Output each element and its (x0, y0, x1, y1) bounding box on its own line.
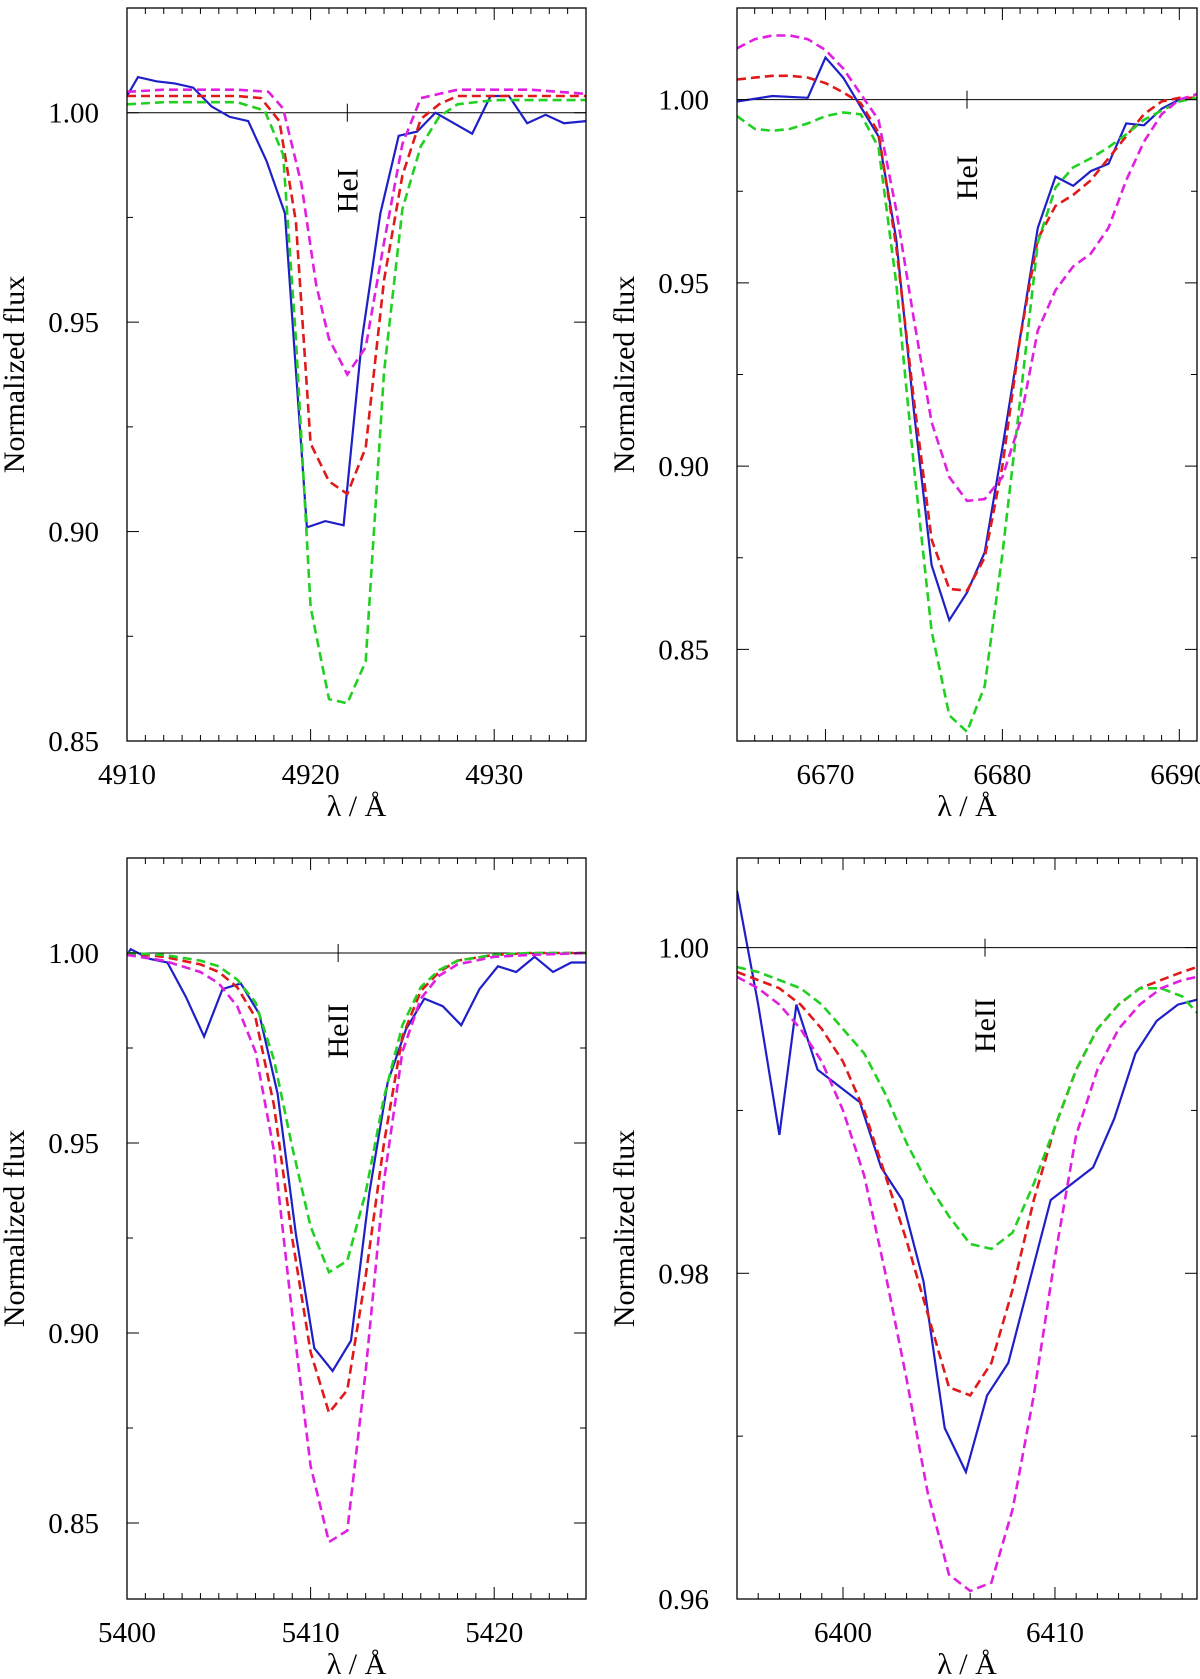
panel-heii-5411: HeII 5400 5410 5420 0.85 0.90 0.95 1.00 λ / Å Nor… (0, 857, 587, 1679)
x-axis-label: λ / Å (937, 1648, 997, 1679)
line-label: HeII (969, 998, 1002, 1053)
series-group (737, 34, 1197, 735)
line-label: HeI (331, 168, 364, 213)
series-observed (127, 947, 586, 1373)
series-model-green (737, 96, 1197, 735)
y-tick-label: 0.98 (658, 1258, 709, 1290)
y-tick-label: 0.90 (48, 517, 99, 549)
x-tick-label: 4920 (282, 759, 340, 791)
series-model-red (127, 94, 586, 496)
plot-frame (736, 7, 1198, 742)
x-axis-label: λ / Å (937, 790, 997, 823)
y-tick-label: 0.85 (48, 726, 99, 758)
y-tick-label: 0.85 (48, 1508, 99, 1540)
y-tick-label: 0.90 (658, 451, 709, 483)
y-tick-label: 0.96 (658, 1584, 709, 1616)
x-axis-label: λ / Å (327, 1648, 387, 1679)
line-label: HeI (951, 155, 984, 200)
x-tick-label: 6680 (973, 759, 1031, 791)
y-tick-label: 0.95 (48, 1128, 99, 1160)
x-axis-label: λ / Å (327, 790, 387, 823)
x-tick-label: 4930 (465, 759, 523, 791)
x-tick-label: 5400 (98, 1617, 156, 1649)
y-tick-label: 0.85 (658, 634, 709, 666)
y-tick-label: 0.95 (658, 268, 709, 300)
y-axis-label: Normalized flux (608, 276, 641, 473)
series-model-magenta (127, 88, 586, 378)
y-tick-label: 1.00 (658, 85, 709, 117)
x-tick-label: 5420 (465, 1617, 523, 1649)
series-group (737, 890, 1197, 1593)
series-group (127, 75, 586, 705)
plot-frame (126, 857, 587, 1600)
series-group (127, 947, 586, 1545)
series-observed (737, 890, 1197, 1476)
plot-frame (126, 7, 587, 742)
x-tick-label: 5410 (282, 1617, 340, 1649)
plot-frame (736, 857, 1198, 1600)
series-model-magenta (737, 34, 1197, 503)
x-tick-label: 4910 (98, 759, 156, 791)
y-tick-label: 1.00 (48, 938, 99, 970)
y-tick-label: 0.95 (48, 307, 99, 339)
series-model-magenta (127, 951, 586, 1545)
series-model-green (737, 965, 1197, 1251)
series-model-magenta (737, 975, 1197, 1593)
line-label: HeII (322, 1004, 355, 1059)
series-model-green (127, 951, 586, 1275)
series-model-green (127, 98, 586, 705)
panel-hei-4922: HeI 4910 4920 4930 0.85 0.90 0.95 1.00 λ / Å Norm… (0, 7, 587, 823)
x-tick-label: 6410 (1026, 1617, 1084, 1649)
y-axis-label: Normalized flux (0, 1130, 31, 1327)
x-tick-label: 6670 (796, 759, 854, 791)
y-tick-label: 0.90 (48, 1318, 99, 1350)
y-axis-label: Normalized flux (0, 276, 31, 473)
series-model-red (737, 74, 1197, 593)
y-tick-label: 1.00 (658, 933, 709, 965)
y-axis-label: Normalized flux (608, 1130, 641, 1327)
y-tick-label: 1.00 (48, 98, 99, 130)
x-tick-label: 6400 (814, 1617, 872, 1649)
panel-heii-6406: HeII 6400 6410 0.96 0.98 1.00 λ / Å Normalized … (608, 857, 1198, 1679)
